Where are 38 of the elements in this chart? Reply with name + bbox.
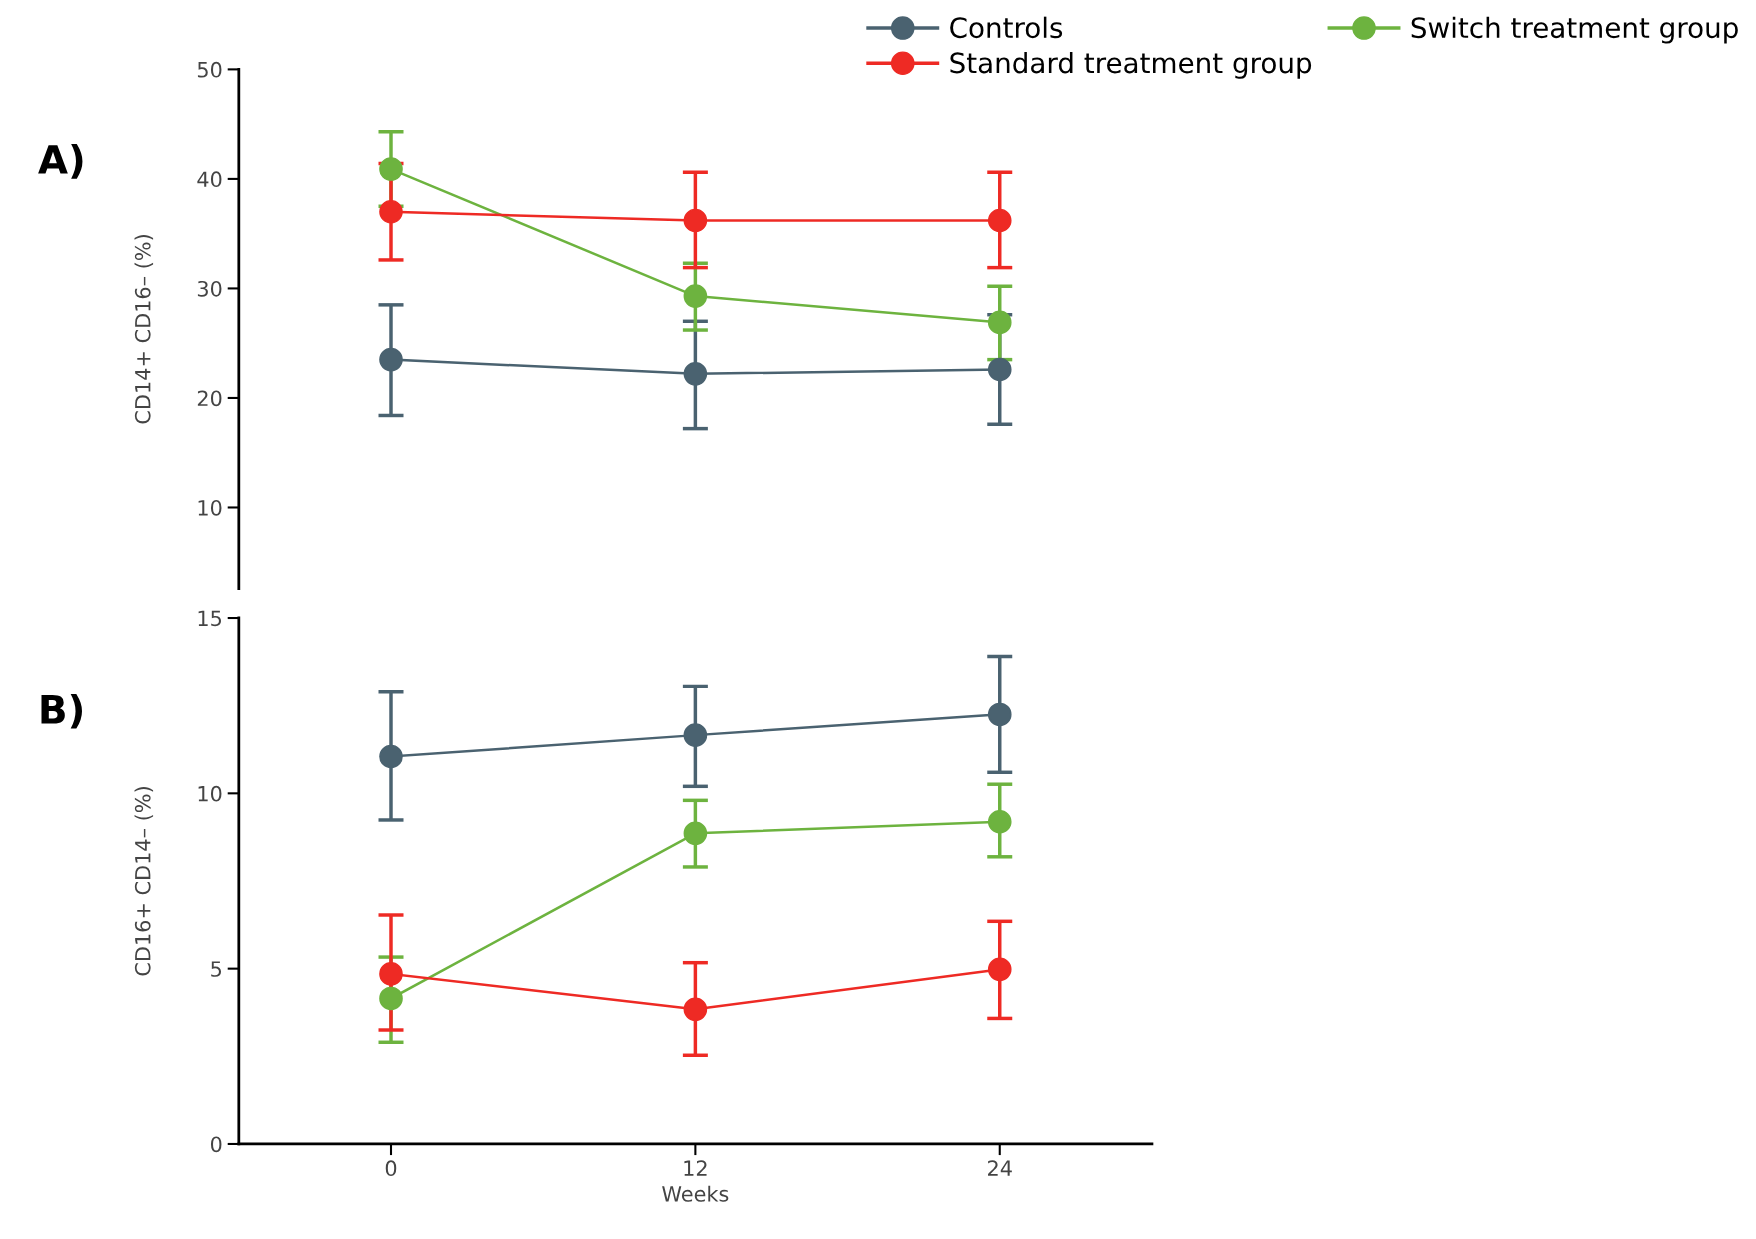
y-tick-label: 50 [197,61,222,78]
legend-label: Switch treatment group [1411,16,1738,44]
point [379,157,403,181]
point [987,310,1012,335]
point [683,821,708,846]
point [987,208,1012,233]
point [379,986,403,1011]
x-axis-title: Weeks [662,1185,729,1202]
text: A) [38,144,83,179]
point [683,208,708,233]
y-tick-label: 40 [197,171,222,188]
point [379,744,403,769]
point [379,347,403,372]
legend-label: Standard treatment group [950,51,1312,79]
y-tick-label: 5 [211,961,222,977]
point [987,357,1012,382]
y-tick-label: 15 [198,610,222,627]
point [987,702,1012,727]
x-tick-label: 0 [385,1160,397,1177]
point [379,962,403,986]
x-tick-label: 24 [988,1160,1012,1176]
point [379,199,403,224]
point [987,809,1012,834]
y-axis-title: CD14+ CD16– (%) [134,235,154,424]
x-tick-label: 12 [684,1160,707,1176]
point [683,723,708,747]
point [683,997,708,1022]
y-tick-label: 10 [198,785,222,802]
y-tick-label: 0 [210,1136,222,1153]
legend-label: Controls [950,16,1063,39]
y-tick-label: 10 [198,499,222,516]
y-tick-label: 20 [197,390,222,407]
y-tick-label: 30 [197,280,222,297]
y-axis-title: CD16+ CD14– (%) [134,787,154,976]
point [683,362,708,386]
text: B) [41,693,82,729]
point [683,284,708,308]
point [987,957,1012,982]
